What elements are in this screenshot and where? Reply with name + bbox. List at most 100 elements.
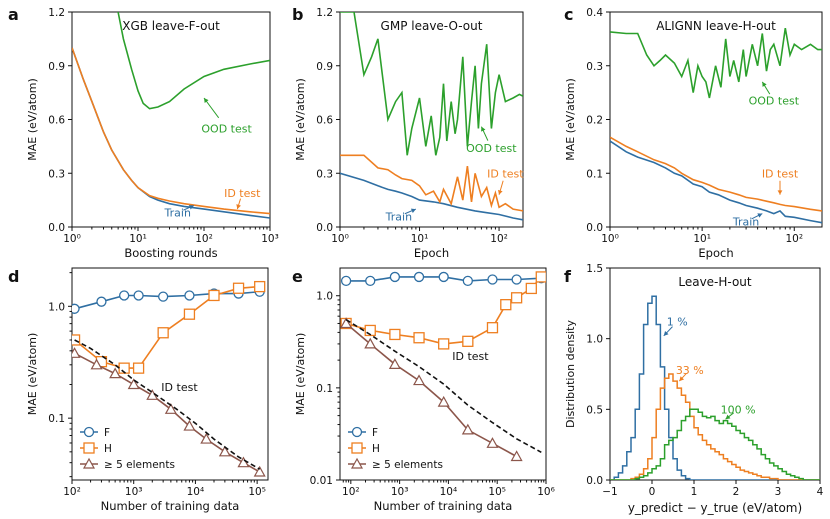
legend-label: F — [372, 427, 378, 439]
data-point — [237, 456, 250, 468]
data-point — [462, 335, 474, 347]
line-label: ID test — [161, 381, 198, 394]
plot-area — [340, 12, 523, 221]
plot-area — [72, 12, 270, 219]
data-point — [462, 275, 473, 287]
data-point — [437, 395, 450, 407]
axes-frame — [339, 267, 547, 481]
x-tick-label: 10¹ — [411, 233, 429, 245]
panel-letter: c — [564, 5, 573, 24]
data-point — [72, 303, 80, 314]
x-axis-label: Epoch — [414, 246, 449, 260]
legend-label: H — [372, 443, 380, 455]
x-tick-label: 2 — [733, 486, 740, 498]
data-point — [127, 378, 140, 390]
annotation-label: ID test — [487, 167, 524, 180]
data-point — [164, 403, 177, 414]
data-point — [133, 290, 144, 301]
annotation-label: ID test — [762, 167, 799, 180]
data-point — [389, 271, 401, 283]
data-point — [525, 282, 537, 295]
arrow-head — [497, 189, 503, 195]
x-axis-label: Epoch — [698, 246, 733, 260]
x-tick-label: 10⁰ — [601, 233, 619, 245]
legend-marker — [82, 457, 96, 469]
data-point — [254, 280, 266, 293]
y-tick-label: 0.3 — [586, 61, 603, 73]
data-point — [413, 271, 425, 283]
data-point — [184, 290, 195, 301]
arrow-head — [757, 213, 763, 218]
data-point — [510, 292, 523, 304]
annotation-label: 33 % — [676, 364, 704, 377]
data-point — [364, 337, 377, 349]
series-line-idtest — [610, 136, 822, 212]
y-tick-label: 0.9 — [316, 61, 333, 73]
x-tick-label: 1 — [691, 486, 698, 498]
x-tick-label: 0 — [649, 486, 656, 498]
data-point — [183, 419, 196, 431]
panel-b: b 10⁰ 10¹ 10² 0.0 0.3 0.6 0.9 1.2 Epoch MAE (eV/at… — [292, 5, 524, 260]
y-tick-label: 1.5 — [586, 263, 603, 275]
data-point — [511, 274, 522, 285]
legend-marker — [83, 426, 95, 438]
panel-c: c 10⁰ 10¹ 10² 0.0 0.1 0.2 0.3 0.4 Epoch MAE (eV/at… — [564, 5, 823, 260]
data-point — [438, 338, 450, 350]
arrow-head — [188, 205, 194, 210]
legend-label: H — [104, 443, 112, 455]
x-axis-label: Number of training data — [374, 499, 513, 513]
plot-area — [340, 271, 546, 462]
panel-e: e 10² 10³ 10⁴ 10⁵ 10⁶ 0.01 0.1 1.0 Number of trai… — [292, 267, 555, 513]
arrow-head — [204, 98, 209, 103]
axes-frame — [71, 267, 269, 481]
y-axis-label: MAE (eV/atom) — [294, 78, 307, 161]
annotation-label: OOD test — [749, 95, 800, 108]
panel-letter: d — [8, 267, 19, 286]
legend-label: ≥ 5 elements — [104, 459, 175, 471]
y-tick-label: 0.3 — [316, 168, 333, 180]
annotation-label: OOD test — [466, 142, 517, 155]
data-point — [96, 296, 107, 307]
x-axis-label: y_predict − y_true (eV/atom) — [628, 501, 802, 515]
legend-label: F — [104, 427, 110, 439]
y-tick-label: 0.1 — [586, 168, 603, 180]
legend-marker — [351, 426, 363, 438]
data-point — [389, 328, 401, 341]
panel-letter: f — [564, 267, 572, 286]
series-line-oodtest — [340, 12, 523, 156]
data-point — [365, 275, 376, 287]
data-point — [487, 274, 498, 285]
x-tick-label: 10⁰ — [331, 233, 349, 245]
series-line-idtest — [340, 154, 523, 212]
x-axis-label: Boosting rounds — [124, 246, 217, 260]
y-tick-label: 0.1 — [316, 383, 333, 395]
data-point — [119, 290, 130, 301]
legend: FH ≥ 5 elements — [80, 426, 175, 471]
x-tick-label: 10² — [490, 233, 508, 245]
y-tick-label: 0.01 — [310, 475, 333, 487]
data-point — [388, 358, 401, 369]
arrow-head — [679, 376, 685, 382]
panel-f: f −1 0 1 2 3 4 0.0 0.5 1.0 1.5 y_predict − y_true (… — [564, 263, 824, 515]
x-tick-label: 10⁰ — [63, 233, 81, 245]
y-axis-label: MAE (eV/atom) — [26, 78, 39, 161]
y-tick-label: 0.1 — [48, 413, 65, 425]
y-tick-label: 1.2 — [48, 7, 65, 19]
x-tick-label: 10³ — [125, 486, 143, 498]
y-tick-label: 1.0 — [586, 334, 603, 346]
data-point — [72, 347, 81, 358]
series-line-train — [340, 172, 523, 221]
data-point — [200, 432, 213, 444]
data-point — [413, 332, 425, 344]
y-tick-label: 0.4 — [586, 7, 603, 19]
y-tick-label: 0.9 — [48, 61, 65, 73]
series-line-train — [610, 140, 822, 224]
panel-d: d 10² 10³ 10⁴ 10⁵ 0.1 1.0 Number of training da… — [8, 267, 269, 513]
histogram-1 — [610, 295, 820, 480]
chart-title: ALIGNN leave-H-out — [656, 19, 776, 33]
x-tick-label: 10⁴ — [440, 486, 458, 498]
series-line-idtest — [345, 319, 542, 454]
chart-title: GMP leave-O-out — [381, 19, 483, 33]
data-point — [486, 437, 499, 448]
